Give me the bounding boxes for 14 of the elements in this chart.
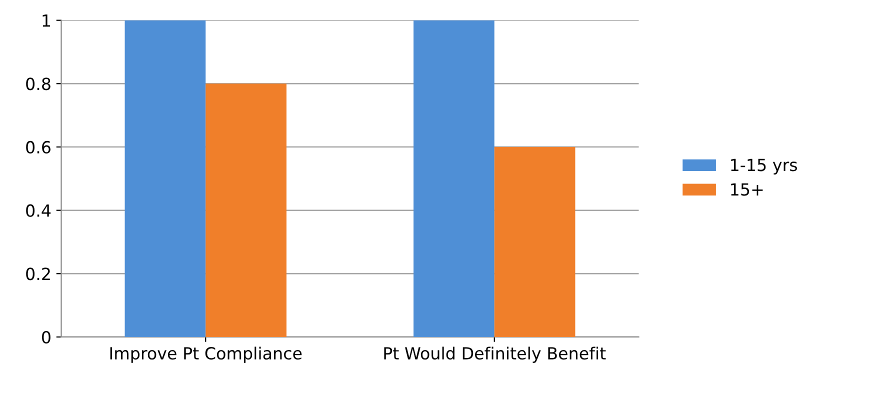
y-tick-label: 0.2 bbox=[26, 268, 50, 280]
bar bbox=[414, 20, 494, 337]
y-tick-label: 1 bbox=[42, 14, 50, 27]
y-tick-label: 0.8 bbox=[26, 78, 50, 90]
y-tick-label: 0 bbox=[42, 330, 50, 344]
bar bbox=[494, 146, 576, 337]
legend-label: 15+ bbox=[731, 183, 763, 196]
y-tick-label: 0.4 bbox=[26, 204, 51, 217]
x-tick-label: Improve Pt Compliance bbox=[110, 346, 302, 363]
legend-label: 1-15 yrs bbox=[731, 158, 797, 174]
bar bbox=[124, 20, 206, 337]
y-tick-label: 0.6 bbox=[26, 140, 50, 154]
bar bbox=[206, 84, 286, 337]
x-tick-label: Pt Would Definitely Benefit bbox=[384, 346, 606, 363]
